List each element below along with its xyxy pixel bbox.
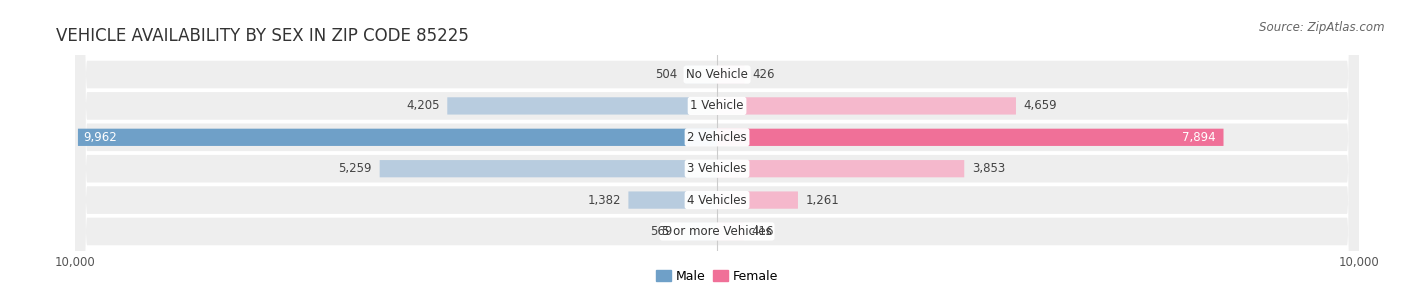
Text: No Vehicle: No Vehicle xyxy=(686,68,748,81)
Text: 1 Vehicle: 1 Vehicle xyxy=(690,99,744,112)
Text: 1,382: 1,382 xyxy=(588,194,620,207)
Text: 3,853: 3,853 xyxy=(972,162,1005,175)
FancyBboxPatch shape xyxy=(76,0,1358,306)
Text: 504: 504 xyxy=(655,68,678,81)
Text: Source: ZipAtlas.com: Source: ZipAtlas.com xyxy=(1260,21,1385,34)
FancyBboxPatch shape xyxy=(76,0,1358,306)
FancyBboxPatch shape xyxy=(717,223,744,240)
FancyBboxPatch shape xyxy=(380,160,717,177)
FancyBboxPatch shape xyxy=(447,97,717,114)
FancyBboxPatch shape xyxy=(685,66,717,83)
Text: 2 Vehicles: 2 Vehicles xyxy=(688,131,747,144)
FancyBboxPatch shape xyxy=(76,0,1358,306)
Text: 4,659: 4,659 xyxy=(1024,99,1057,112)
Text: 4 Vehicles: 4 Vehicles xyxy=(688,194,747,207)
FancyBboxPatch shape xyxy=(717,192,799,209)
Text: 569: 569 xyxy=(651,225,673,238)
FancyBboxPatch shape xyxy=(717,97,1017,114)
FancyBboxPatch shape xyxy=(717,129,1223,146)
Text: VEHICLE AVAILABILITY BY SEX IN ZIP CODE 85225: VEHICLE AVAILABILITY BY SEX IN ZIP CODE … xyxy=(56,27,470,45)
Text: 426: 426 xyxy=(752,68,775,81)
Text: 5,259: 5,259 xyxy=(339,162,373,175)
FancyBboxPatch shape xyxy=(628,192,717,209)
FancyBboxPatch shape xyxy=(717,66,744,83)
Legend: Male, Female: Male, Female xyxy=(651,265,783,288)
Text: 416: 416 xyxy=(751,225,773,238)
FancyBboxPatch shape xyxy=(77,129,717,146)
Text: 1,261: 1,261 xyxy=(806,194,839,207)
Text: 7,894: 7,894 xyxy=(1182,131,1216,144)
Text: 9,962: 9,962 xyxy=(83,131,117,144)
Text: 4,205: 4,205 xyxy=(406,99,440,112)
FancyBboxPatch shape xyxy=(76,0,1358,306)
Text: 5 or more Vehicles: 5 or more Vehicles xyxy=(662,225,772,238)
Text: 3 Vehicles: 3 Vehicles xyxy=(688,162,747,175)
FancyBboxPatch shape xyxy=(681,223,717,240)
FancyBboxPatch shape xyxy=(76,0,1358,306)
FancyBboxPatch shape xyxy=(76,0,1358,306)
FancyBboxPatch shape xyxy=(717,160,965,177)
